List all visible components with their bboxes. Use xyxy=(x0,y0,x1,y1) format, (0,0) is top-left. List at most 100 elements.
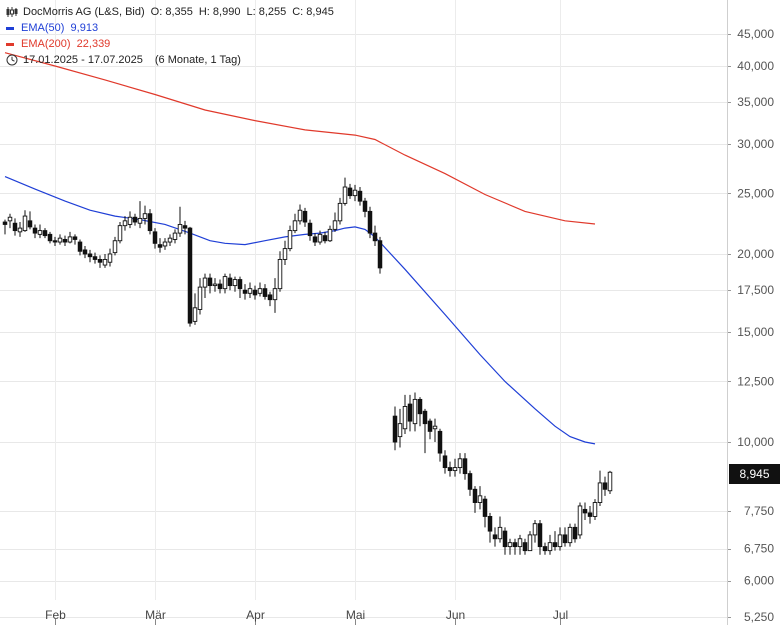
candle-body xyxy=(222,276,228,290)
candle-body xyxy=(392,415,398,443)
candle-body xyxy=(202,277,208,288)
candle-body xyxy=(582,508,588,514)
candle-body xyxy=(267,294,273,301)
candle-body xyxy=(547,542,553,552)
candle-body xyxy=(602,482,608,490)
candle xyxy=(267,291,273,307)
candle-body xyxy=(397,423,403,438)
ema50-label: EMA(50) xyxy=(21,22,65,34)
candle xyxy=(302,207,308,227)
candle xyxy=(202,273,208,299)
candle-body xyxy=(27,220,33,228)
candle xyxy=(437,428,443,462)
candle-body xyxy=(322,235,328,242)
candle xyxy=(77,239,83,256)
candle-body xyxy=(62,239,68,243)
candle-body xyxy=(327,228,333,242)
ema200-swatch xyxy=(6,42,14,46)
candle-body xyxy=(347,187,353,197)
candle-body xyxy=(257,288,263,294)
candle xyxy=(222,273,228,294)
candle xyxy=(502,527,508,555)
candle xyxy=(82,245,88,259)
x-axis: Feb Mär Apr Mai Jun Jul xyxy=(45,608,568,625)
candle-body xyxy=(277,259,283,290)
candle xyxy=(122,216,128,231)
candle-body xyxy=(427,420,433,432)
candle xyxy=(272,278,278,313)
candle xyxy=(57,234,63,245)
candle-body xyxy=(597,482,603,503)
x-tick-label: Feb xyxy=(45,608,66,622)
candle-body xyxy=(252,289,258,296)
candle-body xyxy=(212,283,218,287)
candle-body xyxy=(197,286,203,310)
candle-body xyxy=(297,209,303,222)
candle xyxy=(372,225,378,246)
candle xyxy=(507,538,513,555)
candle-body xyxy=(457,458,463,469)
candle xyxy=(537,520,543,555)
y-tick-label: 17,500 xyxy=(737,283,774,297)
candle-body xyxy=(32,227,38,234)
candle xyxy=(477,486,483,510)
candle-body xyxy=(527,534,533,552)
candle xyxy=(457,453,463,474)
candle xyxy=(482,495,488,528)
legend-ema200-row[interactable]: EMA(200) 22,339 xyxy=(6,36,334,52)
candle xyxy=(347,183,353,199)
candle-body xyxy=(432,425,438,430)
candle-body xyxy=(402,406,408,430)
candle xyxy=(52,236,58,246)
candle xyxy=(337,197,343,225)
candle xyxy=(227,273,233,291)
x-tick-label: Mai xyxy=(346,608,365,622)
period-range: 17.01.2025 - 17.07.2025 xyxy=(23,54,143,66)
candle-body xyxy=(377,240,383,269)
candle xyxy=(92,252,98,264)
candle xyxy=(232,276,238,292)
candle xyxy=(262,284,268,300)
candle-body xyxy=(132,216,138,223)
y-tick-label: 45,000 xyxy=(737,27,774,41)
candle xyxy=(257,282,263,297)
candle-body xyxy=(227,277,233,287)
candle-body xyxy=(522,542,528,552)
ema200-value: 22,339 xyxy=(76,38,111,50)
candle-body xyxy=(157,244,163,248)
candle-body xyxy=(492,534,498,540)
candle xyxy=(87,249,93,263)
candle xyxy=(557,527,563,551)
candle xyxy=(602,476,608,496)
candle xyxy=(187,226,193,327)
ema200-line xyxy=(4,52,596,225)
candle xyxy=(307,219,313,241)
candle xyxy=(192,293,198,325)
candle xyxy=(247,282,253,299)
candle-body xyxy=(507,542,513,548)
candle xyxy=(162,238,168,250)
candle-body xyxy=(307,222,313,237)
legend-ema50-row[interactable]: EMA(50) 9,913 xyxy=(6,20,334,36)
candle-body xyxy=(67,236,73,243)
y-tick-label: 35,000 xyxy=(737,95,774,109)
candle-body xyxy=(332,220,338,230)
candle-body xyxy=(92,256,98,260)
candle-body xyxy=(537,523,543,548)
candle xyxy=(137,201,143,229)
low-label: L: xyxy=(246,6,256,18)
candle-body xyxy=(512,542,518,548)
candle-body xyxy=(417,398,423,415)
candle xyxy=(2,219,8,235)
candle xyxy=(157,238,163,253)
candle xyxy=(47,231,53,244)
candle-body xyxy=(7,216,13,222)
candle xyxy=(577,502,583,539)
candle xyxy=(327,225,333,243)
candle-body xyxy=(232,279,238,287)
candle-body xyxy=(37,230,43,235)
candle xyxy=(177,206,183,237)
candle xyxy=(282,240,288,266)
candle xyxy=(427,418,433,440)
